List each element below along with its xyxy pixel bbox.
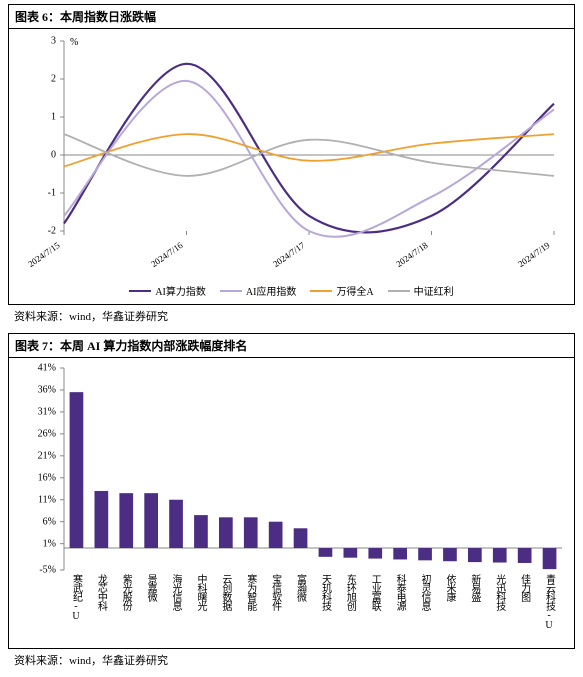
chart7-xtick: 天玑科技 [319, 574, 329, 610]
chart6-legend-item: 中证红利 [388, 283, 454, 298]
chart6-series-line [64, 64, 554, 233]
chart7-bar [219, 517, 233, 548]
chart7-ytick: -5% [9, 565, 56, 576]
chart6-title: 图表 6：本周指数日涨跌幅 [9, 5, 574, 29]
chart7-xtick: 宝信软件 [270, 574, 280, 610]
chart7-xtick: 青云科技-U [544, 574, 554, 630]
chart7-panel: 图表 7：本周 AI 算力指数内部涨跌幅度排名 -5% 1% 6% 11% 16% 21%… [8, 333, 575, 649]
chart7-bar [244, 517, 258, 548]
chart7-ytick: 26% [9, 428, 56, 439]
chart7-bar [543, 548, 557, 569]
chart7-xtick: 紫光股份 [120, 574, 130, 610]
chart7-xtick: 海光信息 [170, 574, 180, 610]
chart6-ytick: -1 [9, 188, 56, 199]
chart7-title: 图表 7：本周 AI 算力指数内部涨跌幅度排名 [9, 334, 574, 358]
chart7-bar [294, 528, 308, 548]
chart7-bar [344, 548, 358, 558]
chart7-ytick: 41% [9, 363, 56, 374]
chart7-bar [393, 548, 407, 559]
chart7-plot: -5% 1% 6% 11% 16% 21% 26% 31% 36% 41% 寒武纪-U 龙芯中科 紫光股… [9, 358, 574, 648]
chart6-legend-item: 万得全A [310, 283, 373, 298]
chart7-bar [95, 491, 109, 548]
chart6-ytick: -2 [9, 226, 56, 237]
chart7-bar [269, 522, 283, 548]
chart7-xtick: 光迅科技 [494, 574, 504, 610]
chart7-xtick: 龙芯中科 [95, 574, 105, 610]
legend-label: 万得全A [336, 283, 373, 298]
chart7-bar [194, 515, 208, 548]
chart7-bar [418, 548, 432, 560]
chart6-ytick: 3 [9, 36, 56, 47]
chart7-ytick: 31% [9, 406, 56, 417]
chart7-xtick: 富瀚微 [295, 574, 305, 601]
chart7-xtick: 东环旭创 [344, 574, 354, 610]
legend-swatch [220, 290, 242, 292]
chart7-bar [518, 548, 532, 563]
chart7-ytick: 6% [9, 516, 56, 527]
chart7-ytick: 21% [9, 450, 56, 461]
chart6-ytick: 2 [9, 74, 56, 85]
chart7-ytick: 11% [9, 494, 56, 505]
chart7-xtick: 依米康 [444, 574, 454, 601]
chart7-xtick: 寒为智能 [245, 574, 255, 610]
chart7-ytick: 1% [9, 538, 56, 549]
chart6-legend: AI算力指数 AI应用指数 万得全A 中证红利 [9, 279, 574, 304]
chart6-source: 资料来源：wind，华鑫证券研究 [8, 305, 575, 327]
legend-label: 中证红利 [414, 283, 454, 298]
chart6-plot: -2-10123%2024/7/152024/7/162024/7/172024… [9, 29, 574, 279]
chart7-bar [493, 548, 507, 562]
chart7-bar [443, 548, 457, 561]
legend-swatch [129, 290, 151, 292]
chart7-xtick: 工业富联 [369, 574, 379, 610]
chart6-ytick: 1 [9, 112, 56, 123]
chart7-xtick: 景嘉微 [145, 574, 155, 601]
chart7-ytick: 36% [9, 384, 56, 395]
chart7-xtick: 新易盛 [469, 574, 479, 601]
chart6-panel: 图表 6：本周指数日涨跌幅 -2-10123%2024/7/152024/7/1… [8, 4, 575, 305]
chart7-xtick: 科泰电源 [394, 574, 404, 610]
chart7-bar [70, 392, 84, 548]
legend-swatch [310, 290, 332, 292]
chart6-unit: % [70, 37, 78, 48]
chart7-bar [319, 548, 333, 557]
chart7-ytick: 16% [9, 472, 56, 483]
chart7-xtick: 佳力图 [519, 574, 529, 601]
chart6-ytick: 0 [9, 150, 56, 161]
chart7-bar [119, 493, 133, 548]
chart7-xtick: 寒武纪-U [70, 574, 80, 621]
chart7-bar [368, 548, 382, 559]
chart6-legend-item: AI应用指数 [220, 283, 297, 298]
chart7-bar [144, 493, 158, 548]
chart7-bar [169, 500, 183, 548]
legend-swatch [388, 290, 410, 292]
chart7-xtick: 初灵信息 [419, 574, 429, 610]
legend-label: AI算力指数 [155, 283, 206, 298]
chart6-legend-item: AI算力指数 [129, 283, 206, 298]
chart7-xtick: 中科曙光 [195, 574, 205, 610]
chart7-xtick: 云创数据 [220, 574, 230, 610]
legend-label: AI应用指数 [246, 283, 297, 298]
chart7-source: 资料来源：wind，华鑫证券研究 [8, 649, 575, 671]
chart7-bar [468, 548, 482, 562]
